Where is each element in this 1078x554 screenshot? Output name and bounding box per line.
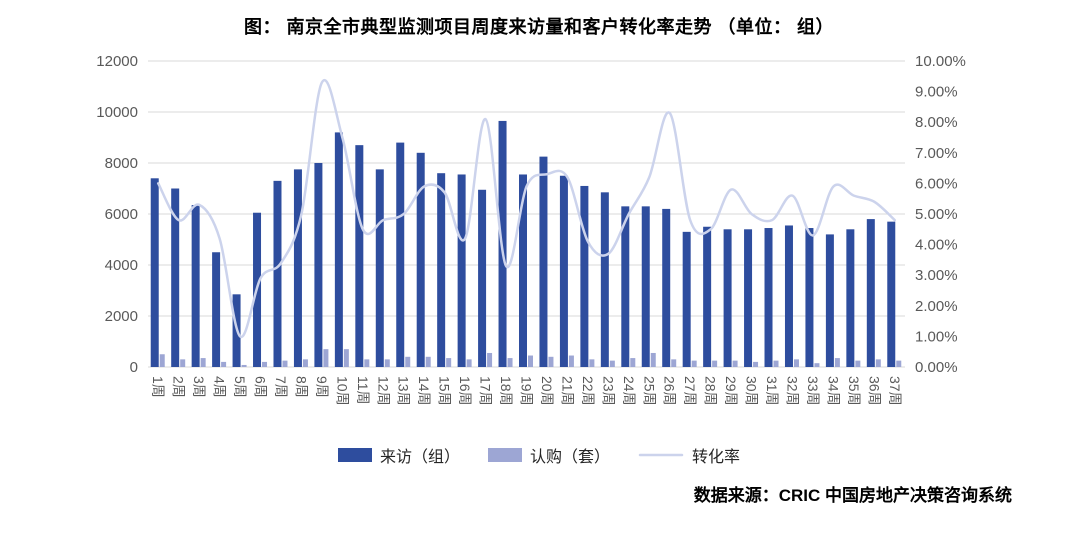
svg-text:3.00%: 3.00% [915,267,958,284]
svg-text:29周: 29周 [723,376,739,406]
svg-text:2周: 2周 [171,376,187,398]
svg-text:9.00%: 9.00% [915,84,958,101]
svg-text:4.00%: 4.00% [915,237,958,254]
svg-text:12周: 12周 [375,376,391,406]
svg-text:0: 0 [130,359,138,376]
subscriptions-legend-label: 认购（套） [529,449,610,466]
data-source: 数据来源：CRIC 中国房地产决策咨询系统 [693,486,1012,505]
conversion-line-swatch-icon [638,453,684,457]
svg-text:1周: 1周 [150,376,166,398]
svg-text:30周: 30周 [744,376,760,406]
subscriptions-swatch-rect [487,448,522,462]
svg-text:24周: 24周 [621,376,637,406]
svg-text:10周: 10周 [334,376,350,406]
svg-text:21周: 21周 [559,376,575,406]
svg-text:10.00%: 10.00% [915,53,966,70]
svg-text:11周: 11周 [355,376,371,405]
svg-text:5周: 5周 [232,376,248,398]
svg-text:18周: 18周 [498,376,514,406]
legend-item-subscriptions: 认购（套） [487,443,610,467]
subscriptions-swatch-icon [487,448,522,462]
svg-text:26周: 26周 [662,376,678,406]
svg-text:37周: 37周 [887,376,903,406]
visits-legend-label: 来访（组） [379,449,460,466]
svg-text:8周: 8周 [293,376,309,398]
svg-text:8000: 8000 [105,155,138,172]
combo-chart: 0 2000 4000 6000 8000 10000 12000 0.00% 1.00% 2.0… [96,53,966,406]
svg-text:9周: 9周 [314,376,330,398]
svg-text:7.00%: 7.00% [915,145,958,162]
svg-text:4周: 4周 [212,376,228,398]
chart-legend: 来访（组） 认购（套） 转化率 [0,443,1078,467]
svg-text:15周: 15周 [437,376,453,406]
visits-swatch-icon [337,448,372,462]
svg-text:6.00%: 6.00% [915,175,958,192]
visits-swatch-rect [337,448,372,462]
svg-text:0.00%: 0.00% [915,359,958,376]
svg-text:32周: 32周 [784,376,800,406]
svg-text:36周: 36周 [866,376,882,406]
svg-text:14周: 14周 [416,376,432,406]
chart-title: 图： 南京全市典型监测项目周度来访量和客户转化率走势 （单位： 组） [244,17,834,37]
svg-text:16周: 16周 [457,376,473,406]
svg-text:4000: 4000 [105,257,138,274]
conversion-legend-label: 转化率 [692,449,741,466]
svg-text:34周: 34周 [825,376,841,406]
svg-text:25周: 25周 [641,376,657,406]
svg-text:22周: 22周 [580,376,596,406]
svg-text:2.00%: 2.00% [915,298,958,315]
svg-text:5.00%: 5.00% [915,206,958,223]
svg-text:7周: 7周 [273,376,289,398]
svg-text:12000: 12000 [96,53,138,70]
svg-text:23周: 23周 [600,376,616,406]
svg-text:33周: 33周 [805,376,821,406]
svg-text:17周: 17周 [478,376,494,406]
svg-text:6周: 6周 [253,376,269,398]
svg-text:19周: 19周 [519,376,535,406]
svg-text:1.00%: 1.00% [915,328,958,345]
svg-text:13周: 13周 [396,376,412,406]
svg-text:10000: 10000 [96,104,138,121]
svg-text:3周: 3周 [191,376,207,398]
svg-text:20周: 20周 [539,376,555,406]
svg-text:31周: 31周 [764,376,780,406]
svg-text:27周: 27周 [682,376,698,406]
svg-text:6000: 6000 [105,206,138,223]
legend-item-visits: 来访（组） [337,443,460,467]
svg-text:2000: 2000 [105,308,138,325]
legend-item-conversion-rate: 转化率 [638,443,740,467]
svg-text:8.00%: 8.00% [915,114,958,131]
svg-text:35周: 35周 [846,376,862,406]
svg-text:28周: 28周 [703,376,719,406]
